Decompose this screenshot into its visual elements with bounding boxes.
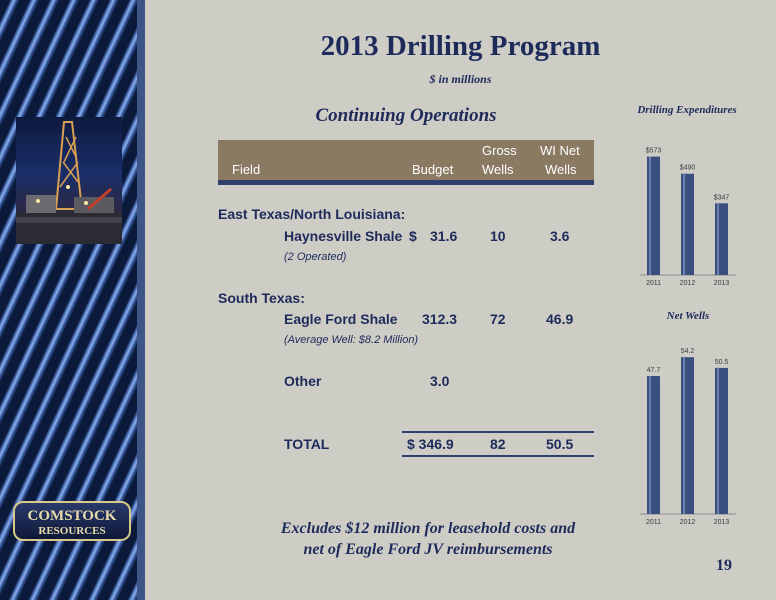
net-wells-chart: 47.7 2011 54.2 2012 50.5 2013 [636, 326, 746, 530]
net-wells-bar-highlight-2011 [649, 376, 651, 514]
drilling-rig-photo [16, 117, 122, 244]
total-bottom-rule [402, 455, 594, 457]
total-gross: 82 [490, 436, 506, 452]
chart-title-expenditures: Drilling Expenditures [637, 104, 737, 116]
field-haynesville: Haynesville Shale [284, 228, 403, 244]
expenditures-bar-highlight-2011 [649, 156, 651, 275]
net-wells-bar-highlight-2012 [683, 357, 685, 514]
budget-other: 3.0 [430, 373, 450, 389]
expenditures-bar-2013 [715, 203, 728, 275]
net-eagle-ford: 46.9 [546, 311, 574, 327]
header-net-line1: WI Net [540, 143, 580, 158]
total-budget: $ 346.9 [407, 436, 454, 452]
header-budget: Budget [412, 162, 454, 177]
net-wells-value-label-2011: 47.7 [647, 367, 661, 374]
region-south-texas: South Texas: [218, 290, 305, 306]
expenditures-value-label-2013: $347 [714, 194, 730, 201]
chart-title-net-wells: Net Wells [666, 310, 710, 322]
expenditures-chart-svg: $573 2011 $490 2012 $347 2013 [640, 148, 736, 287]
panel-edge [137, 0, 145, 600]
region-east-texas: East Texas/North Louisiana: [218, 206, 406, 222]
note-haynesville: (2 Operated) [284, 251, 347, 263]
expenditures-tick-label-2013: 2013 [714, 280, 730, 287]
expenditures-value-label-2011: $573 [646, 148, 662, 155]
expenditures-chart: $573 2011 $490 2012 $347 2013 [636, 130, 746, 290]
company-logo: COMSTOCK RESOURCES [13, 501, 131, 541]
net-wells-chart-svg: 47.7 2011 54.2 2012 50.5 2013 [640, 348, 736, 526]
header-gross-line1: Gross [482, 143, 517, 158]
budget-eagle-ford: 312.3 [422, 311, 458, 327]
net-wells-tick-label-2013: 2013 [714, 519, 730, 526]
net-wells-bar-2012 [681, 357, 694, 514]
currency-symbol: $ [409, 228, 417, 244]
header-field: Field [232, 162, 261, 177]
footnote-line1: Excludes $12 million for leasehold costs… [280, 520, 576, 537]
net-haynesville: 3.6 [550, 228, 570, 244]
field-eagle-ford: Eagle Ford Shale [284, 311, 398, 327]
budget-haynesville: 31.6 [430, 228, 458, 244]
expenditures-tick-label-2011: 2011 [646, 280, 661, 287]
net-wells-bar-2013 [715, 367, 728, 514]
net-wells-tick-label-2011: 2011 [646, 519, 661, 526]
page-subtitle: $ in millions [429, 72, 492, 86]
expenditures-bar-highlight-2013 [717, 203, 719, 275]
page-number: 19 [716, 557, 732, 574]
expenditures-tick-label-2012: 2012 [680, 280, 696, 287]
note-eagle-ford: (Average Well: $8.2 Million) [284, 334, 419, 346]
svg-text:RESOURCES: RESOURCES [38, 525, 105, 537]
svg-text:COMSTOCK: COMSTOCK [28, 508, 117, 524]
total-top-rule [402, 431, 594, 433]
header-net-line2: Wells [545, 162, 577, 177]
page-title: 2013 Drilling Program [320, 30, 601, 62]
net-wells-tick-label-2012: 2012 [680, 519, 696, 526]
header-gross-line2: Wells [482, 162, 514, 177]
total-label: TOTAL [284, 436, 330, 452]
expenditures-value-label-2012: $490 [680, 165, 696, 172]
expenditures-bar-2011 [647, 156, 660, 275]
gross-haynesville: 10 [490, 228, 506, 244]
gross-eagle-ford: 72 [490, 311, 506, 327]
net-wells-bar-highlight-2013 [717, 367, 719, 514]
decorative-side-panel [0, 0, 145, 600]
footnote-line2: net of Eagle Ford JV reimbursements [303, 541, 553, 558]
footnote: Excludes $12 million for leasehold costs… [228, 518, 628, 560]
expenditures-bar-highlight-2012 [683, 173, 685, 275]
table-header: Field Budget Gross Wells WI Net Wells [218, 140, 594, 185]
expenditures-bar-2012 [681, 173, 694, 275]
section-heading: Continuing Operations [315, 105, 497, 126]
net-wells-bar-2011 [647, 376, 660, 514]
total-net: 50.5 [546, 436, 574, 452]
net-wells-value-label-2012: 54.2 [681, 348, 695, 355]
net-wells-value-label-2013: 50.5 [715, 359, 729, 366]
field-other: Other [284, 373, 322, 389]
